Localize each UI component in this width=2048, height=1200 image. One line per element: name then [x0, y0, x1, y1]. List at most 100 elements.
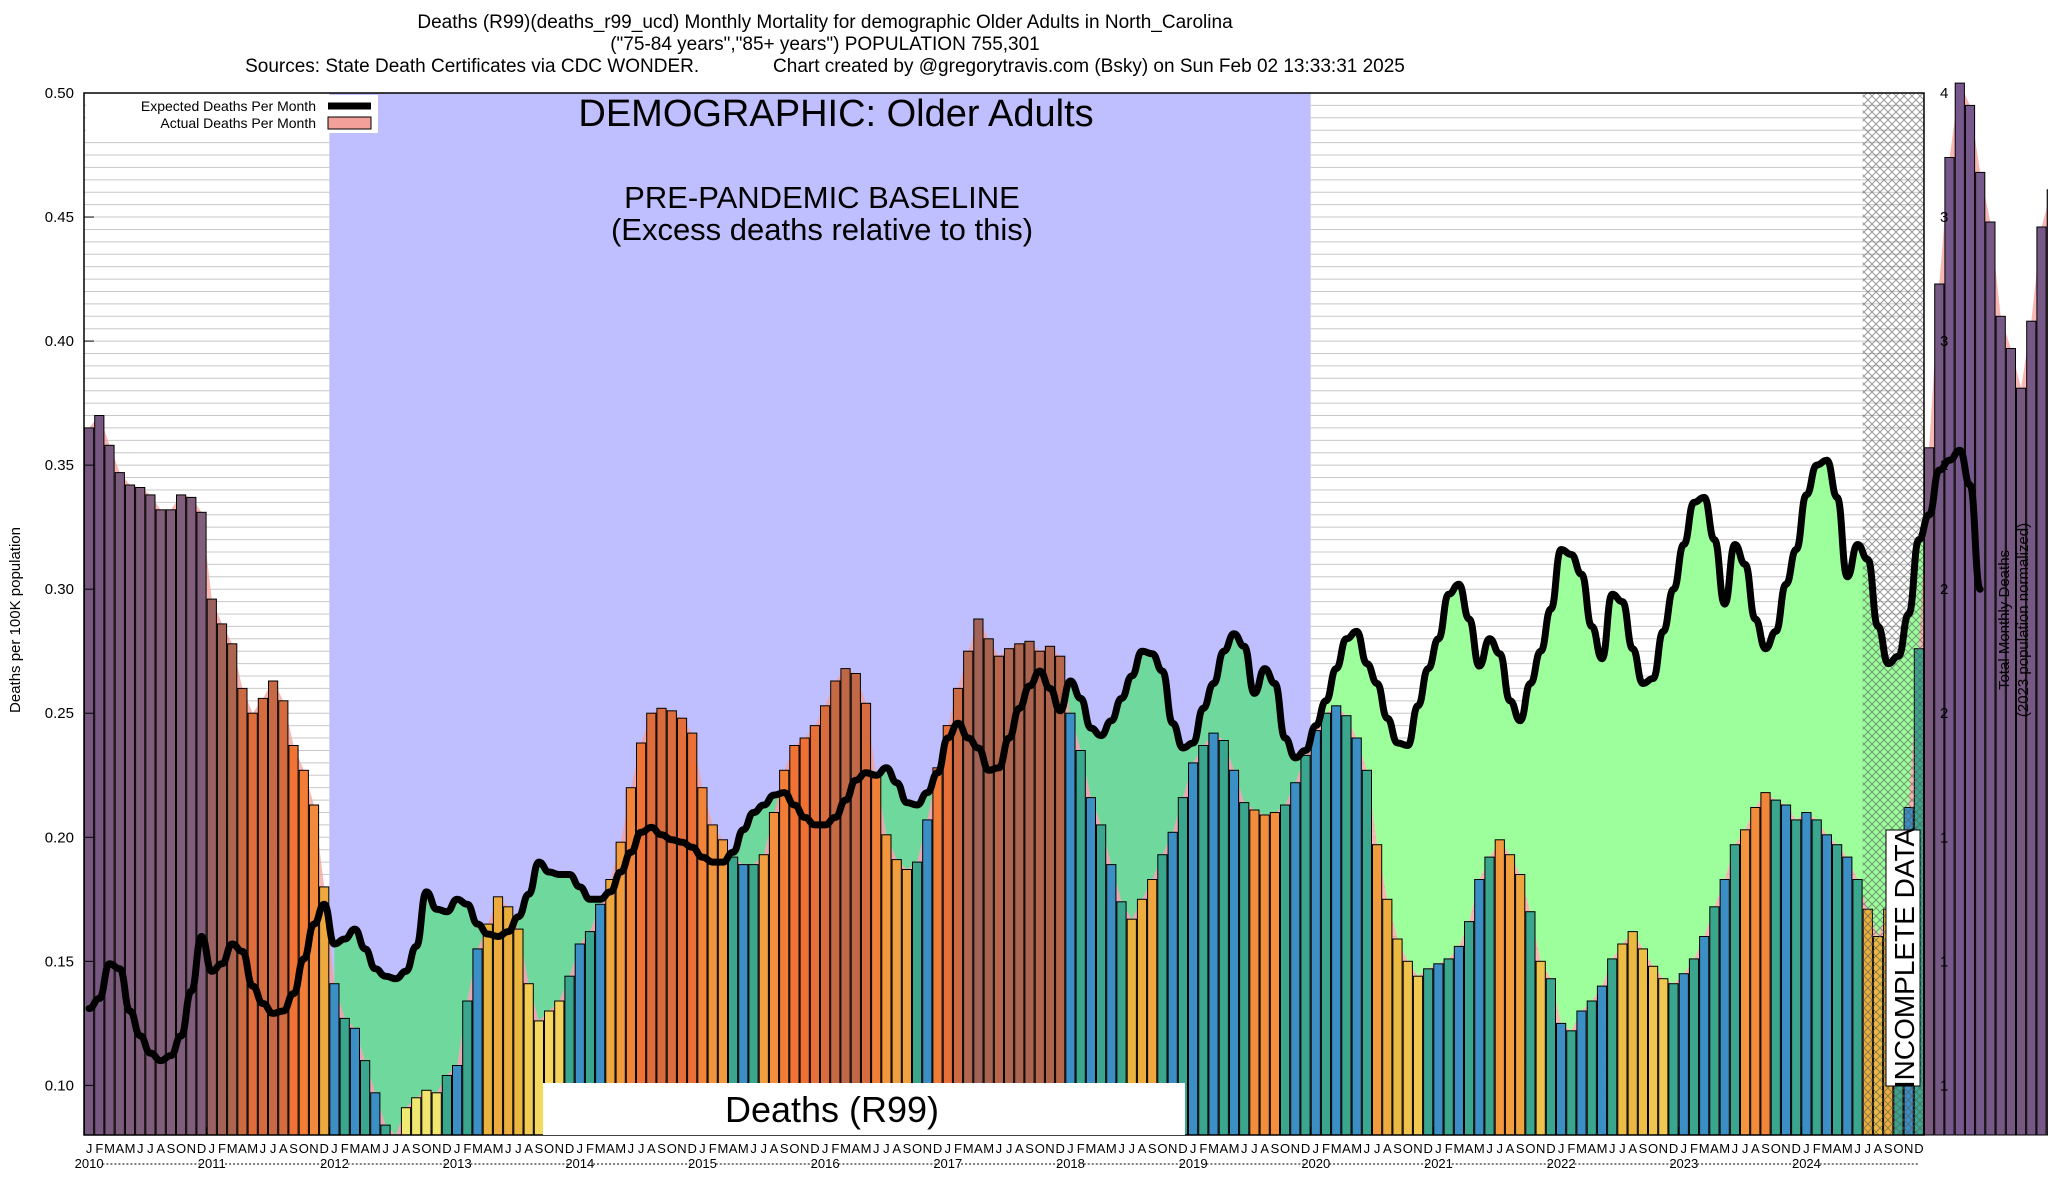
- month-tick-label: A: [1015, 1141, 1024, 1156]
- month-tick-label: A: [1260, 1141, 1269, 1156]
- month-tick-label: A: [1465, 1141, 1474, 1156]
- bar: [1310, 730, 1321, 1136]
- month-tick-label: O: [1157, 1141, 1167, 1156]
- month-tick-label: J: [1129, 1141, 1136, 1156]
- bar: [666, 710, 677, 1136]
- y2-tick-label: 1: [1940, 953, 1948, 970]
- month-tick-label: D: [1669, 1141, 1678, 1156]
- bar: [1361, 769, 1373, 1136]
- bar: [441, 1075, 452, 1136]
- month-tick-label: O: [1771, 1141, 1781, 1156]
- bar: [1832, 844, 1843, 1136]
- month-tick-label: O: [1893, 1141, 1903, 1156]
- month-tick-label: J: [1732, 1141, 1739, 1156]
- month-tick-label: A: [1628, 1141, 1637, 1156]
- bar: [820, 705, 831, 1136]
- bar: [942, 725, 953, 1136]
- bar: [206, 598, 217, 1136]
- month-tick-label: A: [1587, 1141, 1596, 1156]
- bar: [452, 1065, 463, 1136]
- month-tick-label: S: [1393, 1141, 1402, 1156]
- month-tick-label: A: [402, 1141, 411, 1156]
- month-tick-label: N: [309, 1141, 318, 1156]
- month-tick-label: J: [628, 1141, 635, 1156]
- year-label: 2023: [1669, 1156, 1698, 1171]
- bar: [1740, 829, 1751, 1136]
- bar: [1760, 792, 1771, 1136]
- bar: [676, 717, 688, 1136]
- bar: [840, 668, 851, 1136]
- bar: [1351, 737, 1362, 1136]
- bar: [1453, 945, 1465, 1136]
- bar: [860, 702, 872, 1136]
- month-tick-label: O: [1648, 1141, 1658, 1156]
- y2-tick-label: 4: [1940, 85, 1948, 102]
- month-tick-label: N: [1413, 1141, 1422, 1156]
- bar: [1494, 839, 1505, 1136]
- month-tick-label: A: [1138, 1141, 1147, 1156]
- month-tick-label: J: [873, 1141, 880, 1156]
- year-label: 2021: [1424, 1156, 1453, 1171]
- incomplete-label-box: [1885, 829, 1921, 1087]
- bar: [993, 655, 1004, 1136]
- bar: [1801, 812, 1812, 1136]
- month-tick-label: J: [331, 1141, 338, 1156]
- month-tick-label: N: [432, 1141, 441, 1156]
- bar: [1198, 745, 1209, 1136]
- month-tick-label: F: [1567, 1141, 1575, 1156]
- bar: [1474, 879, 1485, 1136]
- bar: [1688, 958, 1700, 1136]
- bar: [349, 1027, 360, 1136]
- month-tick-label: O: [1403, 1141, 1413, 1156]
- year-label: 2018: [1056, 1156, 1085, 1171]
- month-tick-label: J: [86, 1141, 93, 1156]
- bar: [1484, 856, 1495, 1136]
- bar: [1280, 804, 1291, 1136]
- bar: [1208, 732, 1219, 1136]
- month-tick-label: A: [115, 1141, 124, 1156]
- month-tick-label: D: [1056, 1141, 1065, 1156]
- bar: [1545, 978, 1557, 1136]
- bar: [1228, 769, 1240, 1136]
- bar: [1852, 879, 1863, 1136]
- bar: [1648, 965, 1659, 1136]
- bar: [983, 638, 994, 1136]
- bar: [871, 774, 882, 1136]
- bar: [1290, 782, 1301, 1136]
- bar: [1239, 802, 1250, 1136]
- month-tick-label: F: [586, 1141, 594, 1156]
- bar: [268, 680, 279, 1136]
- month-tick-label: M: [861, 1141, 872, 1156]
- month-tick-label: A: [1874, 1141, 1883, 1156]
- month-tick-label: J: [1865, 1141, 1872, 1156]
- month-tick-label: F: [1322, 1141, 1330, 1156]
- bar: [2026, 320, 2037, 1136]
- bar: [1075, 750, 1086, 1136]
- month-tick-label: J: [1486, 1141, 1493, 1156]
- bar: [472, 948, 483, 1136]
- bar: [1821, 834, 1833, 1136]
- bar: [1770, 799, 1781, 1136]
- y2-tick-label: 3: [1940, 209, 1948, 226]
- month-tick-label: A: [1751, 1141, 1760, 1156]
- month-tick-label: J: [1681, 1141, 1688, 1156]
- month-tick-label: J: [147, 1141, 154, 1156]
- bar: [1924, 447, 1935, 1136]
- month-tick-label: S: [1025, 1141, 1034, 1156]
- month-tick-label: J: [1118, 1141, 1125, 1156]
- bar: [1964, 104, 1976, 1136]
- month-tick-label: M: [349, 1141, 360, 1156]
- month-tick-label: F: [954, 1141, 962, 1156]
- month-tick-label: J: [750, 1141, 757, 1156]
- month-tick-label: J: [699, 1141, 706, 1156]
- month-tick-label: M: [1106, 1141, 1117, 1156]
- month-tick-label: M: [1331, 1141, 1342, 1156]
- bar: [1658, 978, 1669, 1136]
- month-tick-label: D: [1546, 1141, 1555, 1156]
- month-tick-label: J: [382, 1141, 389, 1156]
- year-label: 2014: [565, 1156, 594, 1171]
- month-tick-label: M: [1842, 1141, 1853, 1156]
- month-tick-label: O: [299, 1141, 309, 1156]
- year-label: 2015: [688, 1156, 717, 1171]
